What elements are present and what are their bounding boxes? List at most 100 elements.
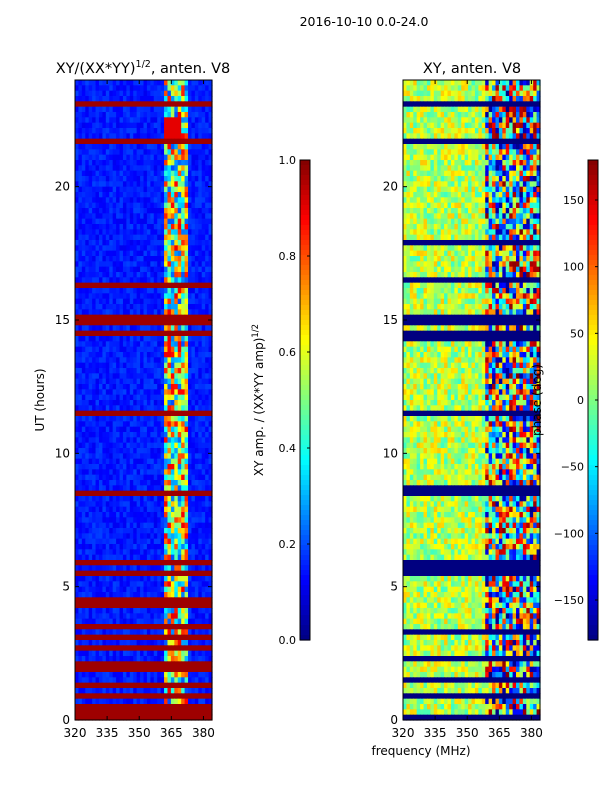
- heatmap-cell: [201, 426, 206, 433]
- heatmap-cell: [102, 293, 107, 300]
- heatmap-cell: [92, 480, 97, 486]
- heatmap-cell: [140, 554, 145, 561]
- heatmap-cell: [208, 672, 213, 678]
- heatmap-cell: [88, 101, 93, 108]
- heatmap-cell: [194, 266, 199, 273]
- heatmap-cell: [153, 362, 158, 369]
- heatmap-cell: [98, 480, 103, 486]
- heatmap-cell: [170, 320, 175, 326]
- heatmap-cell: [164, 357, 169, 364]
- heatmap-cell: [129, 426, 134, 433]
- heatmap-cell: [126, 229, 131, 236]
- heatmap-cell: [153, 384, 158, 390]
- heatmap-cell: [205, 357, 210, 364]
- heatmap-cell: [146, 378, 151, 385]
- colorbar-segment: [300, 525, 310, 531]
- heatmap-cell: [95, 597, 100, 604]
- heatmap-cell: [136, 576, 141, 582]
- heatmap-cell: [177, 709, 182, 716]
- colorbar-tick-label: 0.2: [279, 538, 297, 551]
- heatmap-cell: [81, 426, 86, 433]
- heatmap-cell: [140, 565, 145, 572]
- heatmap-cell: [198, 480, 203, 486]
- heatmap-cell: [201, 437, 206, 444]
- heatmap-cell: [157, 229, 162, 236]
- heatmap-cell: [98, 346, 103, 353]
- heatmap-cell: [116, 405, 121, 412]
- heatmap-cell: [136, 522, 141, 529]
- heatmap-cell: [177, 394, 182, 401]
- heatmap-cell: [191, 602, 196, 609]
- heatmap-cell: [102, 656, 107, 662]
- heatmap-cell: [95, 80, 100, 86]
- heatmap-cell: [102, 624, 107, 630]
- heatmap-cell: [143, 176, 148, 182]
- heatmap-cell: [126, 656, 131, 662]
- heatmap-cell: [109, 496, 114, 502]
- heatmap-cell: [143, 261, 148, 268]
- heatmap-cell: [157, 672, 162, 678]
- heatmap-cell: [98, 341, 103, 348]
- heatmap-cell: [95, 714, 100, 721]
- heatmap-cell: [205, 464, 210, 470]
- heatmap-cell: [140, 704, 145, 710]
- heatmap-cell: [150, 85, 155, 92]
- heatmap-cell: [184, 256, 189, 262]
- heatmap-cell: [146, 624, 151, 630]
- heatmap-cell: [188, 592, 193, 598]
- heatmap-cell: [95, 352, 100, 358]
- heatmap-cell: [181, 522, 186, 529]
- heatmap-cell: [81, 117, 86, 124]
- heatmap-cell: [129, 133, 134, 140]
- heatmap-cell: [133, 544, 138, 550]
- heatmap-cell: [81, 176, 86, 182]
- heatmap-cell: [95, 704, 100, 710]
- heatmap-cell: [177, 581, 182, 588]
- heatmap-cell: [133, 314, 138, 321]
- heatmap-cell: [177, 416, 182, 422]
- heatmap-cell: [88, 688, 93, 694]
- heatmap-cell: [98, 256, 103, 262]
- heatmap-cell: [191, 261, 196, 268]
- heatmap-cell: [160, 336, 165, 342]
- heatmap-cell: [181, 213, 186, 220]
- heatmap-cell: [181, 661, 186, 668]
- heatmap-cell: [112, 117, 117, 124]
- heatmap-cell: [177, 570, 182, 577]
- heatmap-cell: [129, 634, 134, 641]
- heatmap-cell: [198, 186, 203, 193]
- heatmap-cell: [140, 437, 145, 444]
- heatmap-cell: [157, 106, 162, 113]
- heatmap-cell: [98, 277, 103, 284]
- heatmap-cell: [208, 554, 213, 561]
- heatmap-cell: [201, 400, 206, 406]
- heatmap-cell: [153, 442, 158, 449]
- heatmap-cell: [174, 144, 179, 150]
- heatmap-cell: [170, 117, 175, 124]
- heatmap-cell: [109, 570, 114, 577]
- heatmap-cell: [205, 490, 210, 497]
- heatmap-cell: [146, 394, 151, 401]
- heatmap-cell: [170, 416, 175, 422]
- heatmap-cell: [177, 186, 182, 193]
- heatmap-cell: [95, 517, 100, 524]
- heatmap-cell: [133, 672, 138, 678]
- heatmap-cell: [143, 256, 148, 262]
- heatmap-cell: [81, 101, 86, 108]
- heatmap-cell: [136, 325, 141, 332]
- colorbar-segment: [300, 530, 310, 536]
- heatmap-cell: [126, 624, 131, 630]
- heatmap-cell: [116, 645, 121, 652]
- heatmap-cell: [88, 154, 93, 161]
- heatmap-cell: [116, 144, 121, 150]
- heatmap-cell: [112, 197, 117, 204]
- heatmap-cell: [75, 133, 80, 140]
- heatmap-cell: [140, 106, 145, 113]
- heatmap-cell: [126, 421, 131, 428]
- heatmap-cell: [129, 176, 134, 182]
- heatmap-cell: [205, 672, 210, 678]
- heatmap-cell: [122, 181, 127, 188]
- heatmap-cell: [201, 405, 206, 412]
- heatmap-cell: [160, 405, 165, 412]
- heatmap-cell: [116, 474, 121, 481]
